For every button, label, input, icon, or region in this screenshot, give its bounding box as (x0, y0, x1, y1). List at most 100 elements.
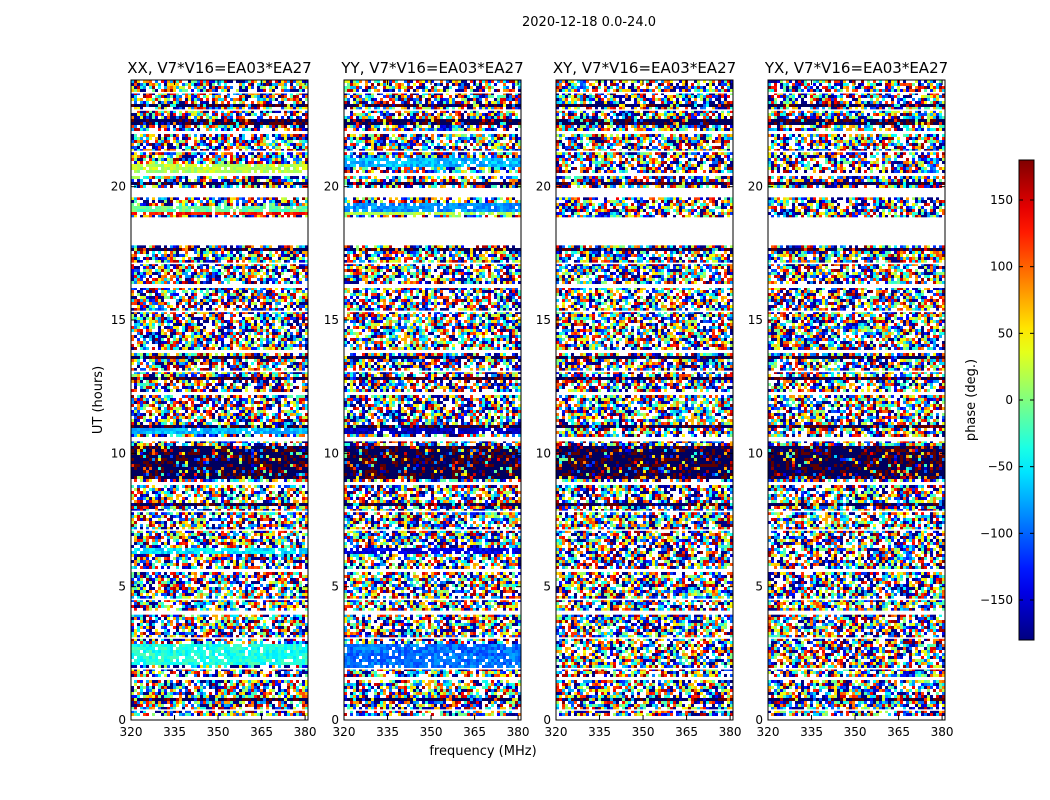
flagged-gap (131, 150, 308, 153)
flagged-gap (556, 510, 733, 513)
x-tick-label: 365 (250, 725, 273, 739)
x-tick-label: 320 (545, 725, 568, 739)
flagged-gap (131, 132, 308, 134)
phase-pixels (344, 80, 521, 720)
panel-title: XX, V7*V16=EA03*EA27 (127, 59, 311, 77)
y-tick-label: 0 (118, 713, 126, 727)
flagged-gap (768, 529, 945, 531)
flagged-gap (131, 262, 308, 265)
flagged-gap (344, 510, 521, 513)
x-axis-label: frequency (MHz) (429, 744, 536, 759)
flagged-gap (344, 285, 521, 288)
panel-frame (130, 79, 309, 721)
y-tick-label: 5 (118, 580, 126, 594)
y-tick-label: 20 (748, 180, 763, 194)
flagged-gap (131, 610, 308, 615)
flagged-gap (344, 437, 521, 442)
flagged-gap (344, 262, 521, 265)
x-tick-label: 350 (632, 725, 655, 739)
colorbar-tick-label: 150 (990, 193, 1013, 207)
flagged-gap (344, 92, 521, 94)
flagged-gap (344, 677, 521, 679)
panel-frame (767, 79, 946, 721)
y-tick-label: 5 (331, 580, 339, 594)
colorbar-tick-label: 0 (1005, 393, 1013, 407)
panel-1: XX, V7*V16=EA03*EA27 320 335 350 365 380 0 5 10 1… (111, 59, 317, 739)
flagged-gap (344, 217, 521, 246)
colorbar-tick-label: −50 (988, 460, 1013, 474)
x-tick-label: 320 (120, 725, 143, 739)
flagged-gap (131, 285, 308, 288)
colorbar-label: phase (deg.) (964, 359, 979, 441)
flagged-gap (131, 709, 308, 711)
y-tick-label: 10 (748, 446, 763, 460)
x-tick-label: 365 (887, 725, 910, 739)
y-tick-label: 10 (536, 446, 551, 460)
flagged-gap (344, 350, 521, 353)
flagged-gap (768, 173, 945, 175)
flagged-gap (556, 709, 733, 711)
flagged-gap (131, 217, 308, 246)
flagged-gap (344, 132, 521, 134)
flagged-gap (556, 350, 733, 353)
flagged-gap (131, 598, 308, 601)
flagged-gap (131, 188, 308, 198)
panel-title: XY, V7*V16=EA03*EA27 (553, 59, 736, 77)
flagged-gap (556, 393, 733, 395)
y-tick-label: 15 (536, 313, 551, 327)
flagged-gap (344, 370, 521, 373)
flagged-gap (344, 173, 521, 175)
flagged-gap (556, 668, 733, 670)
flagged-gap (556, 637, 733, 639)
flagged-gap (556, 610, 733, 615)
flagged-gap (768, 188, 945, 198)
x-tick-label: 320 (333, 725, 356, 739)
flagged-gap (344, 109, 521, 111)
flagged-gap (131, 370, 308, 373)
flagged-gap (768, 92, 945, 94)
flagged-gap (344, 310, 521, 313)
flagged-gap (768, 437, 945, 442)
flagged-gap (344, 569, 521, 571)
x-tick-label: 380 (719, 725, 742, 739)
colorbar-tick-label: −150 (980, 593, 1013, 607)
flagged-gap (344, 393, 521, 395)
x-tick-label: 350 (207, 725, 230, 739)
y-tick-label: 0 (755, 713, 763, 727)
flagged-gap (768, 132, 945, 134)
x-tick-label: 335 (376, 725, 399, 739)
panel-title: YY, V7*V16=EA03*EA27 (340, 59, 523, 77)
panel-title: YX, V7*V16=EA03*EA27 (764, 59, 948, 77)
y-tick-label: 0 (543, 713, 551, 727)
flagged-gap (131, 109, 308, 111)
flagged-gap (768, 668, 945, 670)
flagged-gap (344, 610, 521, 615)
y-tick-label: 15 (324, 313, 339, 327)
x-tick-label: 335 (588, 725, 611, 739)
flagged-gap (131, 668, 308, 670)
flagged-gap (131, 637, 308, 639)
flagged-gap (344, 717, 521, 720)
phase-pixels (556, 80, 733, 720)
flagged-gap (131, 569, 308, 571)
y-tick-label: 15 (111, 313, 126, 327)
phase-pixels (131, 80, 308, 720)
colorbar: −150 −100 −50 0 50 100 150 (980, 159, 1035, 641)
flagged-gap (768, 350, 945, 353)
flagged-gap (556, 529, 733, 531)
flagged-gap (344, 529, 521, 531)
panel-frame (343, 79, 522, 721)
x-tick-label: 350 (844, 725, 867, 739)
flagged-gap (556, 569, 733, 571)
flagged-gap (556, 285, 733, 288)
y-tick-label: 0 (331, 713, 339, 727)
flagged-gap (768, 598, 945, 601)
flagged-gap (344, 482, 521, 485)
flagged-gap (556, 132, 733, 134)
x-tick-label: 320 (757, 725, 780, 739)
flagged-gap (556, 92, 733, 94)
x-tick-label: 365 (675, 725, 698, 739)
figure-title: 2020-12-18 0.0-24.0 (522, 15, 656, 30)
x-tick-label: 380 (294, 725, 317, 739)
flagged-gap (556, 217, 733, 246)
